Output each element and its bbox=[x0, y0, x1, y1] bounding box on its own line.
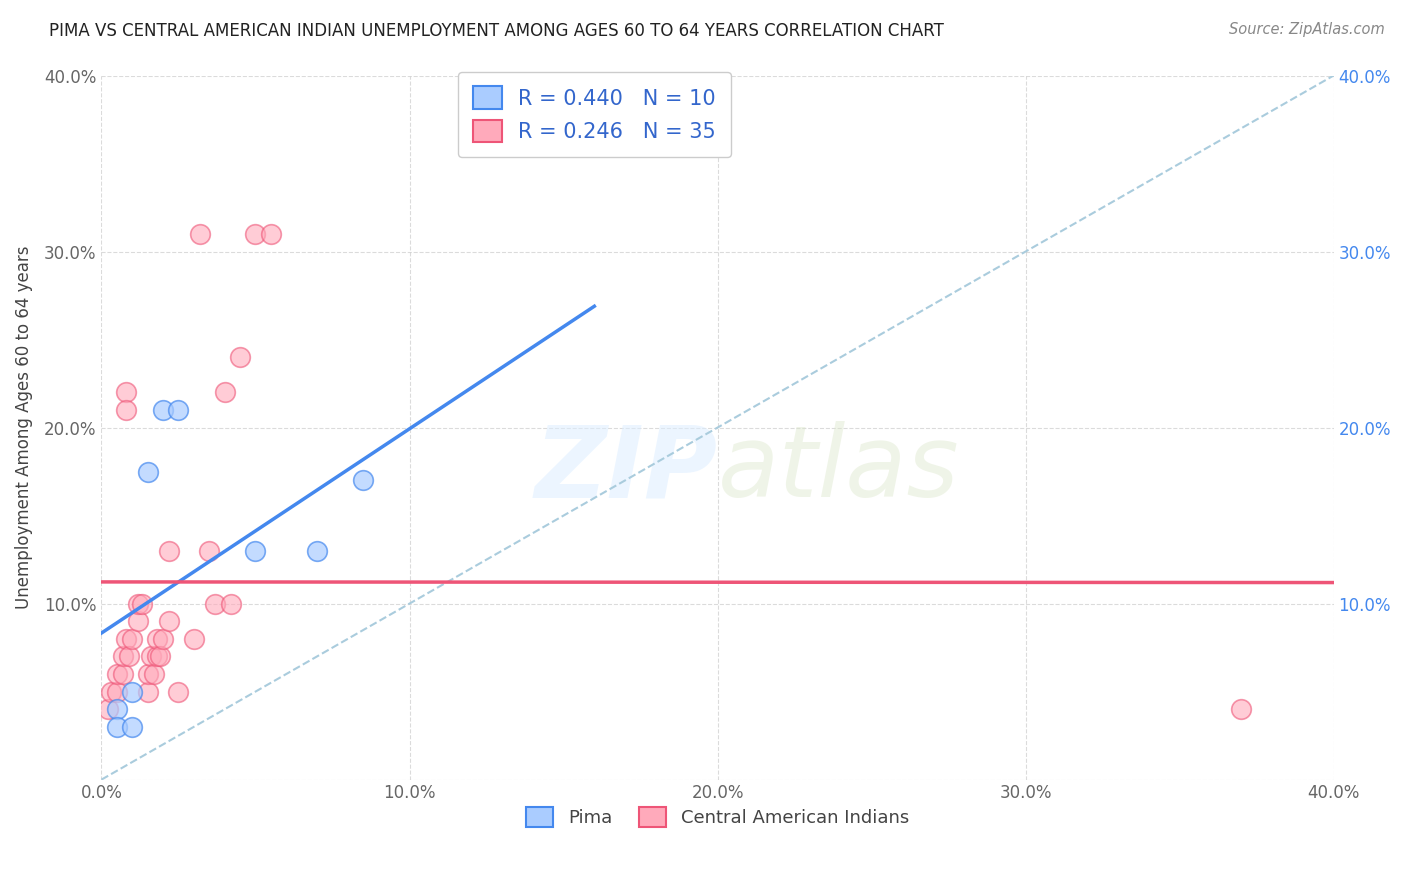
Point bbox=[157, 614, 180, 628]
Text: Source: ZipAtlas.com: Source: ZipAtlas.com bbox=[1229, 22, 1385, 37]
Legend: Pima, Central American Indians: Pima, Central American Indians bbox=[519, 799, 917, 834]
Point bbox=[167, 403, 190, 417]
Point bbox=[115, 385, 138, 400]
Point bbox=[127, 597, 149, 611]
Point bbox=[260, 227, 283, 241]
Point bbox=[100, 684, 122, 698]
Point bbox=[245, 227, 267, 241]
Point bbox=[307, 543, 329, 558]
Point bbox=[118, 649, 141, 664]
Point bbox=[157, 543, 180, 558]
Point bbox=[112, 667, 135, 681]
Point bbox=[167, 684, 190, 698]
Point bbox=[136, 465, 159, 479]
Point bbox=[136, 684, 159, 698]
Point bbox=[198, 543, 221, 558]
Point bbox=[146, 649, 169, 664]
Point bbox=[149, 649, 172, 664]
Point bbox=[352, 474, 374, 488]
Point bbox=[219, 597, 242, 611]
Text: ZIP: ZIP bbox=[534, 421, 717, 518]
Point bbox=[204, 597, 226, 611]
Point bbox=[105, 684, 128, 698]
Point bbox=[121, 684, 143, 698]
Text: atlas: atlas bbox=[717, 421, 959, 518]
Point bbox=[112, 649, 135, 664]
Point bbox=[136, 667, 159, 681]
Y-axis label: Unemployment Among Ages 60 to 64 years: Unemployment Among Ages 60 to 64 years bbox=[15, 246, 32, 609]
Point bbox=[142, 667, 165, 681]
Point bbox=[97, 702, 120, 716]
Point bbox=[105, 667, 128, 681]
Point bbox=[229, 350, 252, 364]
Point bbox=[127, 614, 149, 628]
Text: PIMA VS CENTRAL AMERICAN INDIAN UNEMPLOYMENT AMONG AGES 60 TO 64 YEARS CORRELATI: PIMA VS CENTRAL AMERICAN INDIAN UNEMPLOY… bbox=[49, 22, 943, 40]
Point bbox=[131, 597, 153, 611]
Point bbox=[115, 632, 138, 646]
Point bbox=[183, 632, 205, 646]
Point bbox=[115, 403, 138, 417]
Point bbox=[121, 632, 143, 646]
Point bbox=[1230, 702, 1253, 716]
Point bbox=[105, 702, 128, 716]
Point bbox=[146, 632, 169, 646]
Point bbox=[152, 403, 174, 417]
Point bbox=[214, 385, 236, 400]
Point bbox=[139, 649, 162, 664]
Point bbox=[121, 720, 143, 734]
Point bbox=[105, 720, 128, 734]
Point bbox=[152, 632, 174, 646]
Point bbox=[245, 543, 267, 558]
Point bbox=[188, 227, 211, 241]
